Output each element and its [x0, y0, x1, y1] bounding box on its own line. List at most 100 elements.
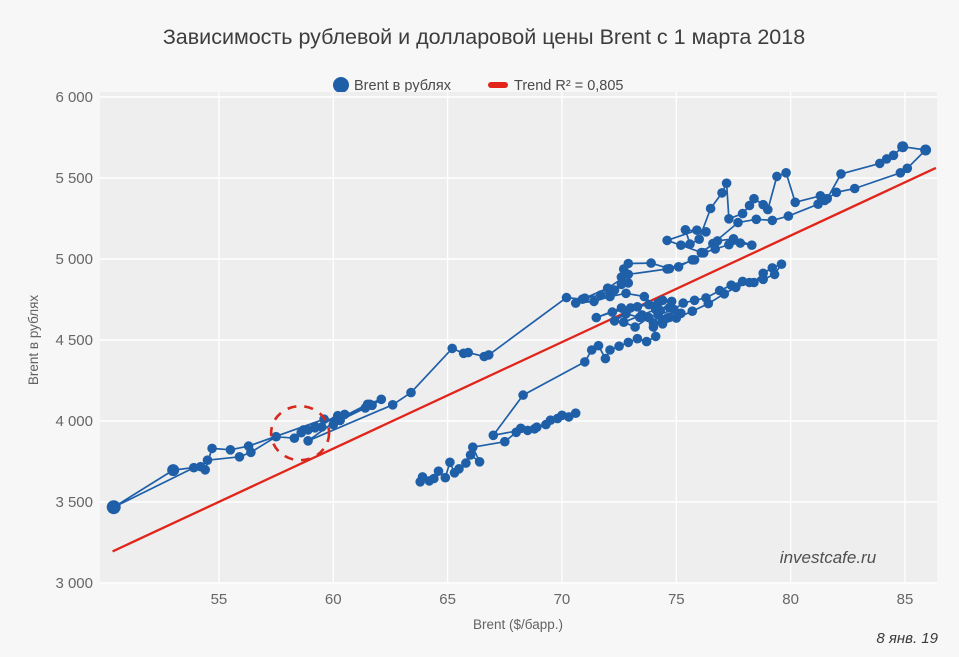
data-point[interactable] — [532, 422, 542, 433]
data-point[interactable] — [749, 193, 759, 204]
data-point[interactable] — [641, 336, 652, 347]
data-point[interactable] — [721, 178, 732, 188]
data-point[interactable] — [701, 227, 711, 237]
data-point[interactable] — [694, 234, 704, 244]
data-point[interactable] — [676, 308, 686, 319]
data-point[interactable] — [609, 316, 620, 326]
data-point[interactable] — [650, 331, 661, 342]
data-point[interactable] — [602, 283, 613, 294]
data-point[interactable] — [875, 158, 885, 169]
data-point[interactable] — [680, 225, 691, 235]
data-point[interactable] — [591, 312, 602, 323]
data-point[interactable] — [790, 197, 800, 208]
data-point[interactable] — [758, 274, 768, 285]
data-point[interactable] — [813, 199, 823, 209]
data-point[interactable] — [360, 403, 371, 413]
data-point[interactable] — [731, 282, 741, 293]
data-point[interactable] — [202, 455, 213, 466]
data-point[interactable] — [897, 141, 909, 153]
data-point[interactable] — [719, 289, 730, 299]
data-point[interactable] — [433, 466, 444, 477]
data-point[interactable] — [618, 317, 629, 328]
data-point[interactable] — [776, 259, 787, 270]
data-point[interactable] — [106, 500, 121, 515]
data-point[interactable] — [616, 303, 627, 313]
data-point[interactable] — [607, 307, 618, 317]
data-point[interactable] — [687, 306, 698, 317]
data-point[interactable] — [570, 408, 581, 419]
data-point[interactable] — [849, 183, 860, 194]
data-point[interactable] — [685, 239, 695, 249]
data-point[interactable] — [605, 345, 615, 355]
data-point[interactable] — [639, 291, 650, 302]
data-point[interactable] — [744, 200, 755, 211]
data-point[interactable] — [461, 458, 471, 468]
data-point[interactable] — [429, 473, 439, 484]
data-point[interactable] — [335, 415, 345, 426]
data-point[interactable] — [474, 457, 485, 467]
data-point[interactable] — [783, 211, 794, 221]
data-point[interactable] — [747, 240, 757, 250]
data-point[interactable] — [207, 443, 217, 454]
data-point[interactable] — [646, 258, 656, 268]
data-point[interactable] — [653, 298, 663, 308]
data-point[interactable] — [673, 262, 684, 272]
data-point[interactable] — [440, 472, 451, 483]
data-point[interactable] — [387, 400, 398, 410]
data-point[interactable] — [737, 208, 748, 219]
data-point[interactable] — [465, 450, 476, 460]
data-point[interactable] — [781, 168, 791, 178]
data-point[interactable] — [593, 340, 604, 351]
data-point[interactable] — [577, 294, 588, 305]
data-point[interactable] — [632, 333, 643, 344]
data-point[interactable] — [728, 234, 739, 244]
data-point[interactable] — [644, 299, 654, 310]
data-point[interactable] — [676, 240, 686, 250]
data-point[interactable] — [596, 290, 606, 300]
data-point[interactable] — [705, 203, 716, 214]
data-point[interactable] — [763, 204, 773, 215]
data-point[interactable] — [630, 322, 640, 332]
data-point[interactable] — [580, 357, 590, 367]
data-point[interactable] — [447, 343, 458, 354]
data-point[interactable] — [195, 461, 206, 472]
data-point[interactable] — [692, 225, 702, 235]
data-point[interactable] — [744, 277, 755, 288]
data-point[interactable] — [303, 436, 313, 446]
data-point[interactable] — [831, 187, 842, 198]
data-point[interactable] — [689, 295, 700, 306]
data-point[interactable] — [589, 296, 599, 307]
data-point[interactable] — [655, 305, 666, 316]
data-point[interactable] — [634, 312, 645, 323]
data-point[interactable] — [454, 464, 464, 474]
data-point[interactable] — [225, 445, 236, 455]
data-point[interactable] — [600, 353, 611, 364]
data-point[interactable] — [689, 254, 700, 265]
data-point[interactable] — [751, 214, 762, 225]
data-point[interactable] — [500, 436, 510, 447]
data-point[interactable] — [623, 337, 634, 348]
data-point[interactable] — [310, 423, 320, 433]
data-point[interactable] — [724, 214, 734, 224]
data-point[interactable] — [662, 313, 672, 323]
data-point[interactable] — [662, 264, 672, 274]
data-point[interactable] — [703, 298, 714, 309]
data-point[interactable] — [836, 169, 846, 179]
data-point[interactable] — [479, 351, 490, 362]
data-point[interactable] — [234, 452, 245, 462]
data-point[interactable] — [708, 238, 718, 249]
data-point[interactable] — [246, 447, 256, 458]
data-point[interactable] — [769, 269, 780, 280]
data-point[interactable] — [376, 394, 387, 405]
data-point[interactable] — [895, 168, 906, 178]
data-point[interactable] — [772, 171, 782, 182]
data-point[interactable] — [623, 269, 634, 280]
data-point[interactable] — [666, 296, 677, 307]
data-point[interactable] — [888, 150, 899, 161]
data-point[interactable] — [271, 431, 281, 442]
data-point[interactable] — [621, 288, 631, 299]
data-point[interactable] — [614, 341, 624, 352]
data-point[interactable] — [648, 318, 659, 328]
data-point[interactable] — [623, 278, 634, 288]
data-point[interactable] — [717, 188, 727, 198]
